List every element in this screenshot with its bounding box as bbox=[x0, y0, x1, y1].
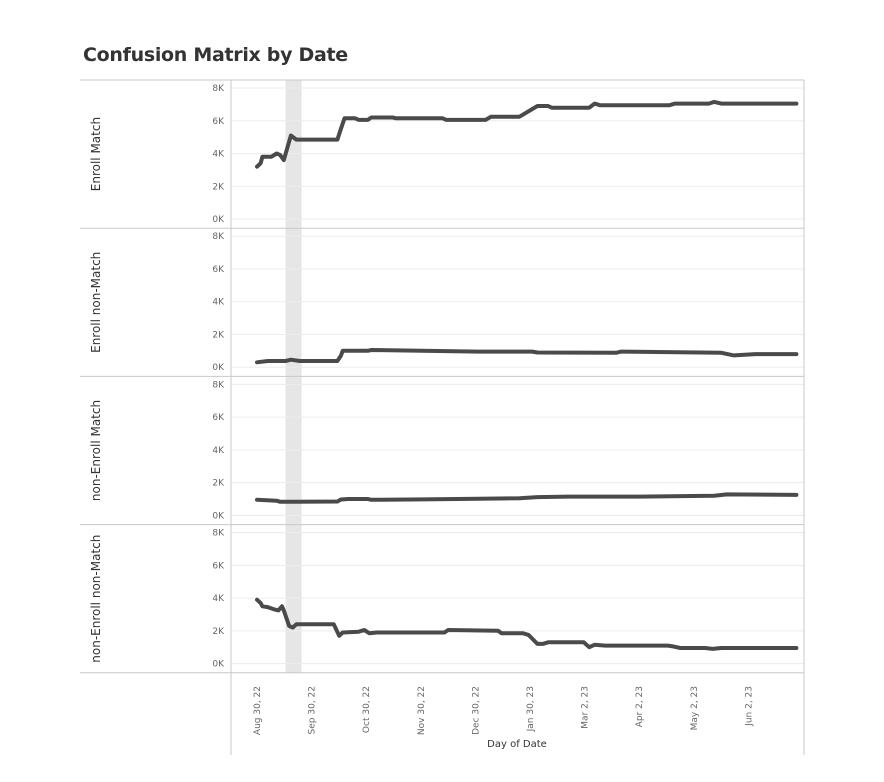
series-line-non-enroll-non-match bbox=[255, 597, 799, 651]
y-tick-label: 6K bbox=[212, 561, 225, 571]
x-tick-label: Dec 30, 22 bbox=[471, 686, 481, 735]
y-tick-label: 8K bbox=[212, 380, 225, 390]
x-tick-label: Aug 30, 22 bbox=[253, 686, 263, 735]
x-tick-label: Jan 30, 23 bbox=[526, 686, 536, 732]
y-tick-label: 6K bbox=[212, 413, 225, 423]
y-tick-label: 0K bbox=[212, 511, 225, 521]
series-line-enroll-non-match bbox=[255, 348, 799, 365]
y-tick-label: 2K bbox=[212, 182, 225, 192]
x-tick-label: Sep 30, 22 bbox=[308, 686, 318, 734]
y-tick-label: 0K bbox=[212, 215, 225, 225]
y-tick-label: 4K bbox=[212, 446, 225, 456]
row-label-non-enroll-match: non-Enroll Match bbox=[89, 400, 103, 501]
x-tick-label: Nov 30, 22 bbox=[417, 686, 427, 735]
x-tick-label: Oct 30, 22 bbox=[362, 686, 372, 733]
y-tick-label: 2K bbox=[212, 627, 225, 637]
series-line-non-enroll-match bbox=[255, 492, 799, 504]
y-tick-label: 8K bbox=[212, 232, 225, 242]
row-label-enroll-non-match: Enroll non-Match bbox=[89, 252, 103, 353]
x-axis-title: Day of Date bbox=[487, 739, 547, 750]
x-tick-label: Apr 2, 23 bbox=[635, 686, 645, 727]
y-tick-label: 6K bbox=[212, 265, 225, 275]
y-tick-label: 4K bbox=[212, 150, 225, 160]
series-line-enroll-match bbox=[255, 99, 799, 169]
x-tick-label: Mar 2, 23 bbox=[581, 686, 591, 729]
y-tick-label: 0K bbox=[212, 660, 225, 670]
x-tick-label: Jun 2, 23 bbox=[744, 686, 754, 727]
y-tick-label: 8K bbox=[212, 84, 225, 94]
x-tick-label: May 2, 23 bbox=[690, 686, 700, 730]
y-tick-label: 4K bbox=[212, 594, 225, 604]
y-tick-label: 8K bbox=[212, 529, 225, 539]
row-label-non-enroll-non-match: non-Enroll non-Match bbox=[89, 535, 103, 663]
y-tick-label: 4K bbox=[212, 298, 225, 308]
row-label-enroll-match: Enroll Match bbox=[89, 117, 103, 191]
y-tick-label: 2K bbox=[212, 479, 225, 489]
y-tick-label: 2K bbox=[212, 330, 225, 340]
y-tick-label: 6K bbox=[212, 117, 225, 127]
chart-title: Confusion Matrix by Date bbox=[83, 44, 348, 66]
y-tick-label: 0K bbox=[212, 363, 225, 373]
